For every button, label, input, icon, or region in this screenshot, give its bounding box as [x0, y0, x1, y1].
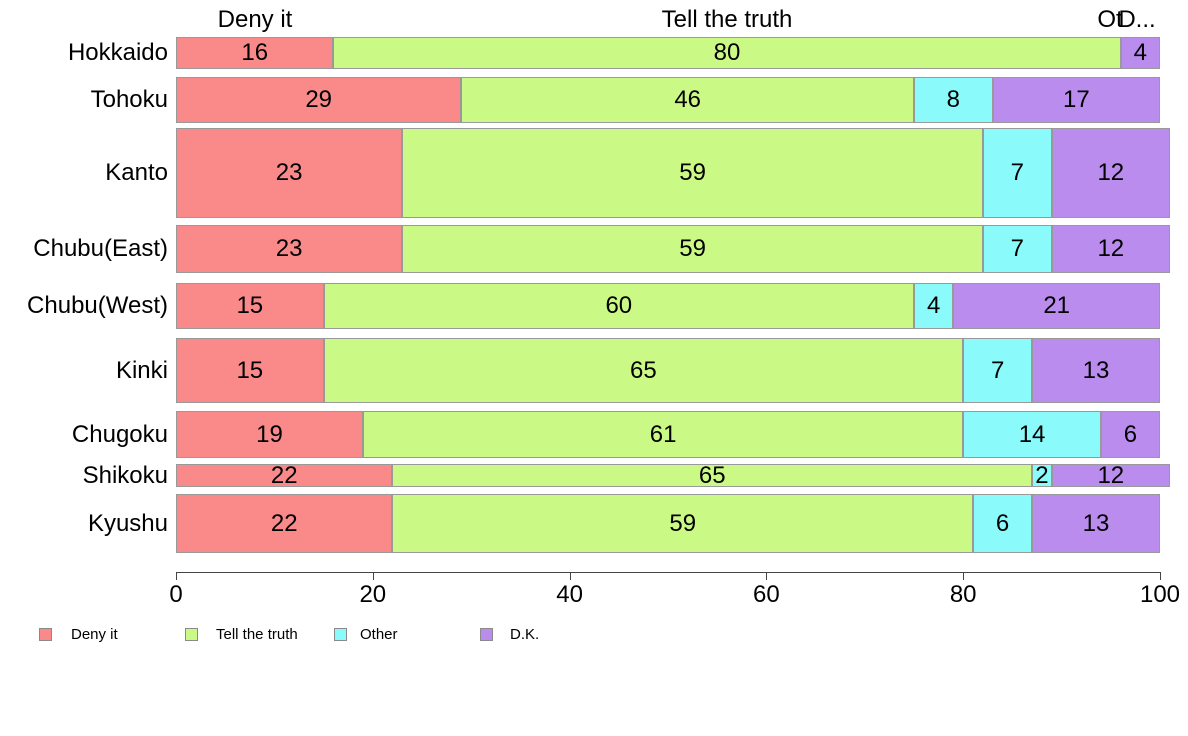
legend-marker-d-k	[480, 628, 493, 641]
row-label-tohoku: Tohoku	[90, 86, 168, 113]
bar-segment-d-k-chubu-east: 12	[1051, 225, 1170, 273]
x-axis-tick-100	[1160, 572, 1161, 580]
x-axis-tick-label-60: 60	[753, 581, 780, 608]
bar-segment-tell-the-truth-kyushu: 59	[392, 494, 974, 553]
bar-segment-deny-it-shikoku: 22	[176, 462, 393, 489]
x-axis-tick-label-40: 40	[556, 581, 583, 608]
column-header-ot: Ot	[1097, 6, 1123, 33]
x-axis-line	[176, 572, 1160, 573]
row-label-kyushu: Kyushu	[87, 509, 168, 537]
bar-segment-other-kyushu: 6	[973, 494, 1033, 553]
row-label-kinki: Kinki	[115, 356, 168, 384]
bar-segment-d-k-kinki: 13	[1032, 338, 1160, 403]
bar-segment-tell-the-truth-chubu-east: 59	[402, 225, 983, 273]
column-header-d: D...	[1118, 6, 1156, 33]
bar-segment-tell-the-truth-shikoku: 65	[392, 462, 1033, 489]
x-axis-tick-label-80: 80	[949, 581, 977, 608]
bar-segment-tell-the-truth-kanto: 59	[402, 128, 983, 218]
bar-segment-deny-it-tohoku: 29	[176, 77, 462, 123]
x-axis-tick-label-100: 100	[1139, 581, 1181, 608]
bar-segment-d-k-hokkaido: 4	[1120, 37, 1160, 69]
column-header-tell-the-truth: Tell the truth	[661, 6, 793, 33]
legend-label-other: Other	[360, 626, 398, 643]
bar-segment-deny-it-kyushu: 22	[176, 494, 393, 553]
bar-segment-tell-the-truth-tohoku: 46	[461, 77, 914, 123]
x-axis-tick-label-0: 0	[169, 581, 183, 608]
bar-segment-deny-it-kanto: 23	[176, 128, 403, 218]
row-label-chubu-east: Chubu(East)	[33, 235, 168, 262]
bar-segment-tell-the-truth-kinki: 65	[323, 338, 964, 403]
bar-segment-tell-the-truth-hokkaido: 80	[333, 37, 1121, 69]
legend-label-tell-the-truth: Tell the truth	[216, 626, 298, 643]
bar-segment-other-kinki: 7	[963, 338, 1033, 403]
bar-segment-deny-it-chubu-west: 15	[176, 283, 324, 329]
x-axis-tick-0	[176, 572, 177, 580]
bar-segment-other-kanto: 7	[982, 128, 1052, 218]
x-axis-tick-20	[372, 572, 374, 580]
legend-marker-tell-the-truth	[185, 628, 198, 641]
row-label-shikoku: Shikoku	[82, 461, 168, 489]
bar-segment-other-chubu-west: 4	[914, 283, 954, 329]
column-header-deny-it: Deny it	[217, 6, 293, 33]
legend-label-deny-it: Deny it	[71, 626, 118, 643]
bar-segment-deny-it-chubu-east: 23	[176, 225, 403, 273]
bar-segment-d-k-chubu-west: 21	[953, 283, 1160, 329]
row-label-chugoku: Chugoku	[71, 420, 168, 448]
bar-segment-deny-it-chugoku: 19	[176, 411, 363, 458]
bar-segment-d-k-kyushu: 13	[1032, 494, 1160, 553]
bar-segment-other-tohoku: 8	[914, 77, 993, 123]
bar-segment-d-k-kanto: 12	[1051, 128, 1170, 218]
row-label-chubu-west: Chubu(West)	[27, 292, 168, 319]
bar-segment-other-chubu-east: 7	[982, 225, 1052, 273]
legend-marker-deny-it	[39, 628, 52, 641]
bar-segment-tell-the-truth-chugoku: 61	[362, 411, 964, 458]
row-label-kanto: Kanto	[105, 159, 168, 186]
x-axis-tick-40	[569, 572, 571, 580]
x-axis-tick-label-20: 20	[359, 581, 387, 608]
legend-marker-other	[334, 628, 347, 641]
bar-segment-tell-the-truth-chubu-west: 60	[323, 283, 914, 329]
legend-label-d-k: D.K.	[510, 626, 540, 643]
row-label-hokkaido: Hokkaido	[67, 39, 168, 66]
bar-segment-deny-it-kinki: 15	[176, 338, 324, 403]
bar-segment-d-k-shikoku: 12	[1051, 462, 1170, 489]
bar-segment-deny-it-hokkaido: 16	[176, 37, 334, 69]
bar-segment-d-k-tohoku: 17	[992, 77, 1160, 123]
bar-segment-other-shikoku: 2	[1032, 462, 1052, 489]
x-axis-tick-80	[963, 572, 965, 580]
bar-segment-other-chugoku: 14	[963, 411, 1101, 458]
x-axis-tick-60	[766, 572, 768, 580]
bar-segment-d-k-chugoku: 6	[1100, 411, 1160, 458]
